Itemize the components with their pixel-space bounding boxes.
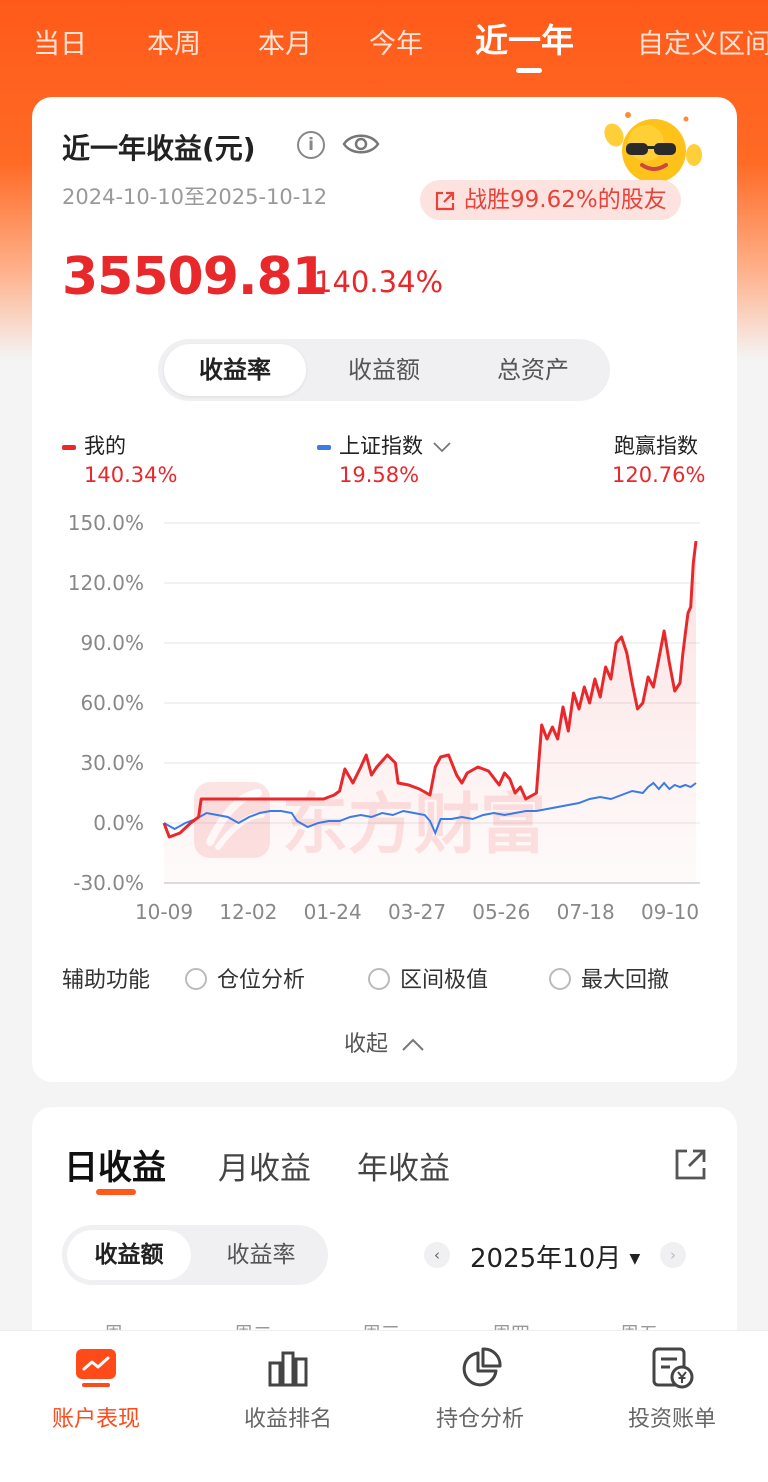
x-tick-label: 03-27 [388,900,446,924]
month-picker: ‹ 2025年10月 ▼ › [424,1238,686,1274]
tab-custom-range[interactable]: 自定义区间 [637,29,768,60]
y-tick-label: 90.0% [80,631,144,655]
daily-metric-segmented-control: 收益额 收益率 [62,1225,328,1285]
nav-investment-bill-label: 投资账单 [627,1407,716,1432]
daily-metric-amount[interactable]: 收益额 [67,1230,191,1280]
month-label[interactable]: 2025年10月 ▼ [470,1238,640,1275]
summary-title: 近一年收益(元) [62,132,256,165]
bill-yen-icon [652,1347,694,1389]
tab-monthly-earnings[interactable]: 月收益 [218,1151,311,1187]
tab-daily-earnings[interactable]: 日收益 [64,1148,166,1188]
x-tick-label: 09-10 [641,900,699,924]
metric-tab-assets[interactable]: 总资产 [497,356,569,384]
period-tabs: 当日 本周 本月 今年 近一年 自定义区间 [0,0,768,90]
metric-segmented-control: 收益率 收益额 总资产 [158,339,610,401]
metric-tab-amount[interactable]: 收益额 [348,356,420,384]
y-tick-label: -30.0% [73,871,144,895]
legend-mine-label: 我的 [84,434,126,458]
returns-line-chart[interactable]: 东方财富 150.0%120.0%90.0%60.0%30.0%0.0%-30.… [32,497,737,927]
trend-monitor-icon [76,1349,116,1387]
chevron-up-icon [402,1038,424,1051]
caret-down-icon: ▼ [629,1251,641,1267]
beat-peers-text: 战胜99.62%的股友 [464,187,667,213]
legend-excess-value: 120.76% [612,463,706,487]
tab-active-indicator [516,68,542,73]
radio-icon[interactable] [549,968,571,990]
aux-position-analysis-label: 仓位分析 [217,968,306,993]
date-range: 2024-10-10至2025-10-12 [62,185,328,209]
legend-index-swatch [317,444,331,450]
y-tick-label: 120.0% [68,571,144,595]
aux-range-extreme[interactable]: 区间极值 [368,962,488,994]
share-out-icon [435,191,455,211]
x-tick-label: 01-24 [304,900,362,924]
aux-max-drawdown-label: 最大回撤 [581,968,670,993]
chevron-left-icon[interactable]: ‹ [424,1242,450,1268]
legend-mine: 我的 [62,430,126,460]
sunglasses-emoji-icon [604,112,702,183]
series-line-mine [162,540,698,839]
total-amount: 35509.81 [62,247,328,307]
collapse-button[interactable]: 收起 [344,1026,425,1058]
bottom-nav: 账户表现 收益排名 持仓分析 投资账单 [0,1330,768,1482]
aux-max-drawdown[interactable]: 最大回撤 [549,962,669,994]
x-tick-label: 10-09 [135,900,193,924]
share-icon[interactable] [672,1147,708,1183]
legend-index-value: 19.58% [339,463,420,487]
series-area-mine [164,541,696,883]
y-tick-label: 150.0% [68,511,144,535]
bar-ranking-icon [268,1351,308,1387]
pie-chart-icon [462,1347,502,1387]
tab-this-month[interactable]: 本月 [258,29,312,60]
aux-position-analysis[interactable]: 仓位分析 [185,962,305,994]
legend-excess: 跑赢指数 [614,430,698,460]
aux-range-extreme-label: 区间极值 [400,968,489,993]
eye-icon[interactable] [342,131,380,157]
radio-icon[interactable] [368,968,390,990]
total-rate: 140.34% [314,265,444,299]
info-icon[interactable]: i [297,131,325,159]
x-tick-label: 05-26 [472,900,530,924]
x-tick-label: 07-18 [557,900,615,924]
nav-investment-bill[interactable]: 投资账单 [576,1331,768,1441]
daily-metric-rate[interactable]: 收益率 [226,1242,296,1268]
nav-holdings-analysis[interactable]: 持仓分析 [384,1331,576,1441]
y-tick-label: 0.0% [93,811,144,835]
tab-yearly-earnings[interactable]: 年收益 [357,1151,450,1187]
tab-today[interactable]: 当日 [33,29,87,60]
tab-this-week[interactable]: 本周 [147,29,201,60]
daily-tab-indicator [96,1189,136,1195]
aux-functions-label: 辅助功能 [62,968,151,993]
tab-last-year[interactable]: 近一年 [475,21,574,60]
radio-icon[interactable] [185,968,207,990]
legend-index[interactable]: 上证指数 [317,430,452,460]
y-tick-label: 60.0% [80,691,144,715]
nav-account-performance-label: 账户表现 [51,1407,140,1432]
legend-mine-swatch [62,444,76,450]
nav-holdings-analysis-label: 持仓分析 [435,1407,524,1432]
nav-account-performance[interactable]: 账户表现 [0,1331,192,1441]
beat-peers-badge[interactable]: 战胜99.62%的股友 [420,180,681,220]
series-line-index [163,781,697,836]
nav-earnings-ranking[interactable]: 收益排名 [192,1331,384,1441]
collapse-label: 收起 [344,1032,389,1057]
period-earnings-card: 日收益 月收益 年收益 收益额 收益率 ‹ 2025年10月 ▼ › 周一 周二… [32,1107,737,1347]
legend-mine-value: 140.34% [84,463,178,487]
legend-excess-label: 跑赢指数 [614,434,698,458]
y-tick-label: 30.0% [80,751,144,775]
chevron-down-icon [433,442,451,453]
month-value: 2025年10月 [470,1244,622,1274]
tab-this-year[interactable]: 今年 [369,29,423,60]
chevron-right-icon[interactable]: › [660,1242,686,1268]
earnings-card: 近一年收益(元) i 2024-10-10至2025-10-12 战胜99.62… [32,97,737,1082]
x-tick-label: 12-02 [219,900,277,924]
legend-index-label: 上证指数 [339,434,423,458]
metric-tab-rate[interactable]: 收益率 [164,344,306,396]
nav-earnings-ranking-label: 收益排名 [243,1407,332,1432]
